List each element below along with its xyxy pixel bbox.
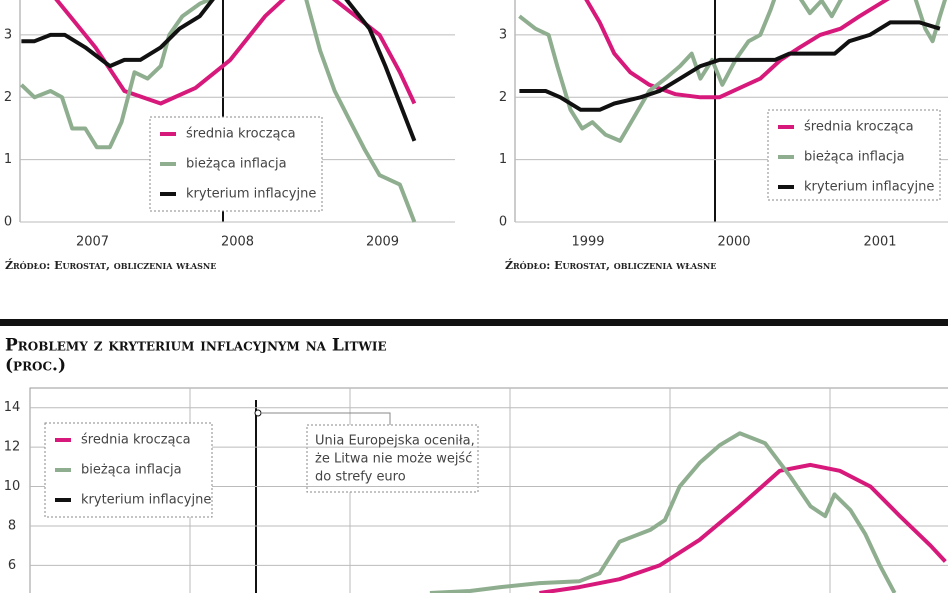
series-line [20, 0, 417, 223]
y-tick-label: 3 [499, 27, 507, 42]
x-tick-label: 1999 [571, 235, 604, 250]
series-line [429, 431, 897, 593]
separator [0, 319, 948, 326]
chart-subtitle: (proc.) [5, 356, 66, 376]
x-tick-label: 2007 [76, 235, 109, 250]
legend-box [767, 109, 941, 201]
y-tick-label: 14 [4, 400, 21, 415]
legend-label: bieżąca inflacja [186, 157, 287, 172]
series-line [584, 0, 890, 100]
series-line [539, 462, 947, 593]
y-tick-label: 6 [8, 558, 16, 573]
series-line [54, 0, 417, 106]
x-tick-label: 2008 [221, 235, 254, 250]
y-tick-label: 8 [8, 518, 16, 533]
annotation: że Litwa nie może wejść [315, 452, 472, 467]
marker-dot [254, 409, 262, 417]
y-tick-label: 3 [4, 27, 12, 42]
y-tick-label: 10 [4, 479, 21, 494]
legend-label: średnia krocząca [804, 120, 914, 135]
y-tick-label: 12 [4, 440, 21, 455]
legend-label: bieżąca inflacja [804, 150, 905, 165]
y-tick-label: 1 [4, 152, 12, 167]
legend-label: bieżąca inflacja [81, 463, 182, 478]
y-tick-label: 1 [499, 152, 507, 167]
series-line [518, 0, 948, 143]
annotation-connector [261, 412, 391, 425]
chart-title: Problemy z kryterium inflacyjnym na Litw… [5, 336, 387, 356]
legend-label: średnia krocząca [81, 433, 191, 448]
legend-label: średnia krocząca [186, 127, 296, 142]
y-tick-label: 0 [499, 215, 507, 230]
legend-box [44, 422, 213, 518]
legend-label: kryterium inflacyjne [81, 493, 211, 508]
plot [20, 0, 417, 223]
legend-label: kryterium inflacyjne [804, 180, 934, 195]
x-tick-label: 2009 [366, 235, 399, 250]
x-tick-label: 2001 [863, 235, 896, 250]
legend-label: kryterium inflacyjne [186, 187, 316, 202]
y-tick-label: 2 [4, 90, 12, 105]
series-line [519, 20, 941, 112]
plot [518, 0, 948, 143]
series-line [21, 0, 417, 142]
y-tick-label: 2 [499, 90, 507, 105]
x-tick-label: 2000 [717, 235, 750, 250]
source: Źródło: Eurostat, obliczenia własne [5, 258, 216, 272]
legend-box [149, 116, 323, 212]
annotation-box [306, 424, 479, 493]
plot-frame [29, 387, 948, 593]
y-tick-label: 0 [4, 215, 12, 230]
annotation: do strefy euro [315, 470, 406, 485]
plot [429, 431, 947, 593]
annotation: Unia Europejska oceniła, [315, 434, 475, 449]
source: Źródło: Eurostat, obliczenia własne [505, 258, 716, 272]
